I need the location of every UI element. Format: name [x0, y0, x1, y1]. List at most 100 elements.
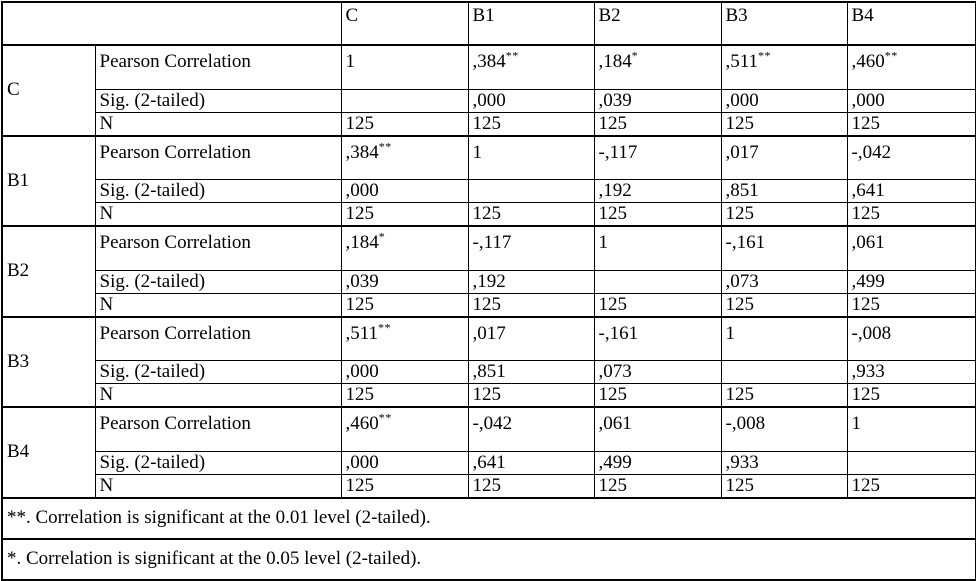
value-cell: ,017 [720, 134, 848, 180]
stat-label: N [94, 202, 342, 227]
value-cell: 125 [593, 383, 722, 408]
stat-label: Pearson Correlation [94, 406, 342, 452]
table-row-b3-n: N 125 125 125 125 125 [2, 383, 976, 408]
stat-label: Pearson Correlation [94, 225, 342, 271]
stat-label: Pearson Correlation [94, 315, 342, 361]
table-row-b2-sig: Sig. (2-tailed) ,039,192 ,073,499 [2, 269, 976, 294]
table-row-b3-sig: Sig. (2-tailed) ,000,851,073 ,933 [2, 360, 976, 384]
significance-asterisks: ** [378, 139, 392, 154]
corner-cell [1, 1, 342, 46]
stat-label: Pearson Correlation [94, 134, 342, 180]
significance-asterisks: ** [378, 320, 392, 335]
significance-asterisks: ** [884, 48, 898, 63]
stat-label: N [94, 473, 342, 498]
value-cell [340, 88, 469, 113]
significance-asterisks: ** [378, 410, 392, 425]
value-cell: ,039 [593, 88, 722, 113]
value-cell: 125 [340, 383, 469, 408]
value-cell [467, 179, 595, 203]
table-row-b1-sig: Sig. (2-tailed) ,000 ,192,851,641 [2, 179, 976, 203]
value-cell: ,851 [720, 179, 848, 203]
value-cell: 125 [340, 202, 469, 227]
table-row-b1-n: N 125 125 125 125 125 [2, 202, 976, 227]
value-cell: ,000 [467, 88, 595, 113]
value-cell: ,499 [593, 450, 722, 475]
value-cell: 125 [340, 292, 469, 317]
value-cell: 125 [593, 111, 722, 136]
value-cell: 125 [593, 292, 722, 317]
value-cell: ,073 [720, 269, 848, 294]
value-cell: -,161 [593, 315, 722, 361]
value-cell: ,000 [340, 179, 469, 203]
value-cell: ,460** [340, 406, 469, 452]
column-header-B4: B4 [846, 1, 976, 46]
footnote-row-2: *. Correlation is significant at the 0.0… [1, 537, 976, 580]
value-cell: 125 [720, 111, 848, 136]
value-cell: ,192 [593, 179, 722, 203]
value-cell: ,073 [593, 360, 722, 384]
value-cell: ,192 [467, 269, 595, 294]
footnote-row-1: **. Correlation is significant at the 0.… [1, 496, 976, 539]
value-cell: 125 [720, 202, 848, 227]
value-cell: -,008 [846, 315, 976, 361]
footnote-text: *. Correlation is significant at the 0.0… [1, 537, 976, 580]
table-header-row: C B1 B2 B3 B4 [1, 1, 976, 46]
stat-label: Sig. (2-tailed) [94, 179, 342, 203]
value-cell: 125 [467, 292, 595, 317]
significance-asterisks: * [631, 48, 639, 63]
significance-asterisks: ** [505, 48, 519, 63]
value-cell: 125 [593, 202, 722, 227]
value-cell: -,042 [846, 134, 976, 180]
value-cell: ,460** [846, 44, 976, 90]
row-label-B1: B1 [1, 134, 96, 227]
value-cell: 1 [340, 44, 469, 90]
stat-label: Pearson Correlation [94, 44, 342, 90]
value-cell [593, 269, 722, 294]
value-cell: ,000 [340, 450, 469, 475]
value-cell: ,061 [593, 406, 722, 452]
value-cell: ,000 [340, 360, 469, 384]
value-cell: ,384** [340, 134, 469, 180]
value-cell: ,933 [720, 450, 848, 475]
value-cell: -,117 [593, 134, 722, 180]
stat-label: Sig. (2-tailed) [94, 88, 342, 113]
column-header-B1: B1 [467, 1, 595, 46]
value-cell: 125 [340, 473, 469, 498]
value-cell: ,061 [846, 225, 976, 271]
row-label-B3: B3 [1, 315, 96, 408]
table-row-b4-n: N 125 125 125 125 125 [2, 473, 976, 498]
stat-label: N [94, 383, 342, 408]
value-cell: ,000 [846, 88, 976, 113]
table-row-b4-pearson: B4 Pearson Correlation ,460** -,042,061 -,00… [1, 406, 976, 498]
value-cell: 125 [846, 292, 976, 317]
value-cell: ,000 [720, 88, 848, 113]
table-row-b2-n: N 125 125 125 125 125 [2, 292, 976, 317]
table-row-c-pearson: C Pearson Correlation 1,384** ,184* ,511** ,4… [1, 44, 976, 136]
value-cell: 125 [467, 383, 595, 408]
stat-label: N [94, 292, 342, 317]
stat-label: Sig. (2-tailed) [94, 450, 342, 475]
value-cell: -,161 [720, 225, 848, 271]
value-cell: 125 [467, 202, 595, 227]
value-cell: 1 [846, 406, 976, 452]
table-row-b4-sig: Sig. (2-tailed) ,000,641,499,933 [2, 450, 976, 475]
value-cell: ,184* [593, 44, 722, 90]
value-cell: 125 [846, 202, 976, 227]
column-header-B3: B3 [720, 1, 848, 46]
value-cell: 125 [720, 473, 848, 498]
row-label-B2: B2 [1, 225, 96, 317]
value-cell: 125 [720, 292, 848, 317]
value-cell: 125 [720, 383, 848, 408]
stat-label: N [94, 111, 342, 136]
value-cell: ,184* [340, 225, 469, 271]
value-cell: 1 [593, 225, 722, 271]
column-header-B2: B2 [593, 1, 722, 46]
value-cell: ,039 [340, 269, 469, 294]
value-cell: ,641 [467, 450, 595, 475]
value-cell: 125 [846, 473, 976, 498]
value-cell: ,511** [720, 44, 848, 90]
value-cell [846, 450, 976, 475]
value-cell: 1 [467, 134, 595, 180]
